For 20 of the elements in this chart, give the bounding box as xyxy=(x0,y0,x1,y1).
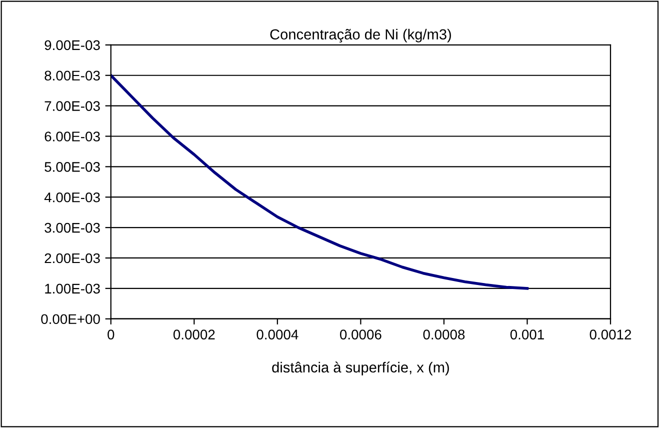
y-tick-label: 5.00E-03 xyxy=(44,162,100,172)
line-series xyxy=(110,74,529,290)
x-tick-label: 0.0004 xyxy=(256,330,298,340)
y-tick-label: 4.00E-03 xyxy=(44,192,100,202)
x-axis-title: distância à superfície, x (m) xyxy=(272,362,449,376)
y-tick-label: 0.00E+00 xyxy=(41,314,100,324)
y-tick-label: 1.00E-03 xyxy=(45,284,100,294)
x-tick-label: 0.0002 xyxy=(173,330,215,340)
x-tick-label: 0 xyxy=(108,330,114,340)
y-tick-label: 8.00E-03 xyxy=(44,70,100,81)
x-tick-label: 0.0012 xyxy=(590,330,632,340)
chart-title: Concentração de Ni (kg/m3) xyxy=(270,28,451,42)
x-tick-label: 0.0008 xyxy=(423,330,465,340)
x-tick-label: 0.0006 xyxy=(340,330,382,340)
y-tick-label: 3.00E-03 xyxy=(44,222,100,233)
y-tick-label: 9.00E-03 xyxy=(44,40,100,50)
x-tick-label: 0.001 xyxy=(510,330,544,340)
y-tick-label: 6.00E-03 xyxy=(44,132,100,142)
y-tick-label: 2.00E-03 xyxy=(44,253,100,264)
y-tick-label: 7.00E-03 xyxy=(44,101,100,111)
